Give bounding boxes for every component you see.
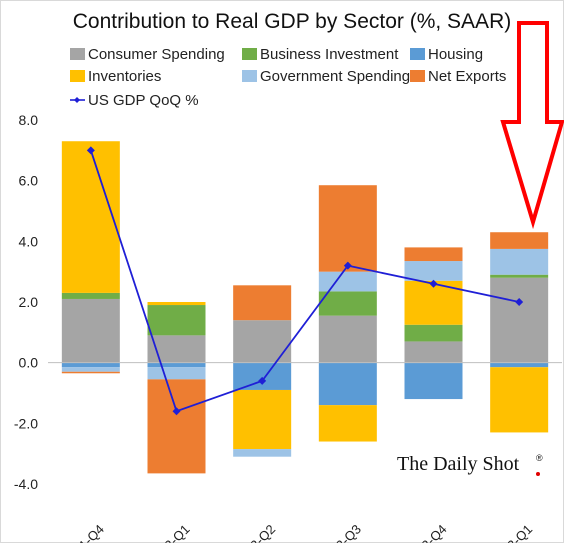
legend-swatch xyxy=(410,48,425,60)
bar-segment xyxy=(490,232,549,249)
gdp-point xyxy=(258,376,267,385)
legend: Consumer Spending Business Investment Hous… xyxy=(70,46,506,109)
legend-label: Government Spending xyxy=(260,68,410,85)
bar-segment xyxy=(318,271,377,292)
bar-segment xyxy=(147,305,206,336)
bar-segment xyxy=(233,449,292,457)
y-tick-label: 4.0 xyxy=(19,233,39,249)
bar-segment xyxy=(490,274,549,278)
legend-label: Consumer Spending xyxy=(88,46,225,63)
bar-segment xyxy=(318,362,377,406)
legend-swatch xyxy=(242,48,257,60)
bar-segment xyxy=(61,141,120,293)
bar-segment xyxy=(490,277,549,363)
bar-segment xyxy=(61,367,120,372)
bar-segment xyxy=(233,389,292,450)
watermark-text: The Daily Shot xyxy=(397,453,520,475)
bar-segment xyxy=(147,362,206,368)
legend-label: Housing xyxy=(428,46,483,63)
legend-label: Inventories xyxy=(88,68,161,85)
bar-segment xyxy=(233,362,292,390)
bar-segment xyxy=(61,298,120,363)
bar-segment xyxy=(318,405,377,442)
bar-segment xyxy=(404,324,463,342)
legend-label: Net Exports xyxy=(428,68,506,85)
gdp-point xyxy=(515,298,524,306)
bar-segment xyxy=(233,320,292,363)
y-tick-label: 6.0 xyxy=(19,173,39,189)
gdp-point xyxy=(86,146,95,155)
legend-label: Business Investment xyxy=(260,46,399,63)
gdp-line xyxy=(89,150,520,413)
gdp-point xyxy=(429,279,438,288)
bar-segment xyxy=(61,292,120,299)
watermark-dot-icon xyxy=(536,472,540,476)
bar-segment xyxy=(490,362,549,368)
bar-segment xyxy=(318,315,377,363)
y-tick-label: 0.0 xyxy=(19,355,39,371)
bar-segment xyxy=(318,291,377,316)
legend-label: US GDP QoQ % xyxy=(88,92,199,109)
legend-swatch xyxy=(242,70,257,82)
bar-segment xyxy=(147,335,206,363)
watermark-registered: ® xyxy=(536,453,543,463)
y-tick-label: -2.0 xyxy=(14,415,38,431)
red-down-arrow xyxy=(500,21,564,230)
bar-segment xyxy=(61,371,120,374)
bar-segment xyxy=(318,185,377,272)
y-tick-label: -4.0 xyxy=(14,476,38,492)
bar-segment xyxy=(404,247,463,262)
legend-swatch xyxy=(410,70,425,82)
legend-swatch xyxy=(70,48,85,60)
bar-segment xyxy=(233,285,292,321)
bar-segment xyxy=(404,362,463,400)
gdp-point xyxy=(172,407,181,416)
y-tick-label: 8.0 xyxy=(19,112,39,128)
arrow-shape xyxy=(500,21,564,230)
gdp-point xyxy=(343,261,352,270)
bar-segment xyxy=(404,341,463,363)
plot-area xyxy=(48,141,562,474)
y-tick-label: 2.0 xyxy=(19,294,39,310)
bar-segment xyxy=(490,248,549,275)
bar-segment xyxy=(147,379,206,474)
chart-title: Contribution to Real GDP by Sector (%, S… xyxy=(73,10,511,33)
bar-segment xyxy=(147,367,206,380)
bar-segment xyxy=(61,362,120,368)
legend-line-marker xyxy=(74,97,80,103)
bar-segment xyxy=(147,302,206,306)
legend-swatch xyxy=(70,70,85,82)
watermark: The Daily Shot ® xyxy=(397,453,543,476)
y-axis: -4.0 -2.0 0.0 2.0 4.0 6.0 8.0 xyxy=(14,112,38,492)
bar-segment xyxy=(404,261,463,281)
bar-segment xyxy=(490,367,549,433)
